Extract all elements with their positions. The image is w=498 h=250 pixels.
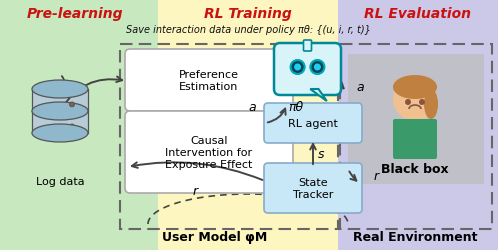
Text: User Model φM: User Model φM: [162, 230, 267, 243]
Text: s: s: [318, 148, 324, 161]
Circle shape: [70, 102, 75, 108]
Ellipse shape: [32, 102, 88, 120]
FancyBboxPatch shape: [125, 112, 293, 193]
Text: r: r: [192, 185, 198, 198]
Text: RL Evaluation: RL Evaluation: [365, 7, 472, 21]
Text: Causal
Intervention for
Exposure Effect: Causal Intervention for Exposure Effect: [165, 136, 252, 169]
Bar: [338, 0, 498, 250]
FancyBboxPatch shape: [303, 41, 312, 52]
Text: RL agent: RL agent: [288, 118, 338, 128]
Text: RL Training: RL Training: [204, 7, 292, 21]
Bar: [158, 0, 338, 250]
Text: πθ: πθ: [288, 101, 303, 114]
Text: Preference
Estimation: Preference Estimation: [179, 70, 239, 92]
Ellipse shape: [32, 81, 88, 98]
Circle shape: [310, 61, 324, 75]
Polygon shape: [310, 90, 327, 102]
Circle shape: [70, 124, 75, 130]
FancyBboxPatch shape: [264, 163, 362, 213]
Ellipse shape: [32, 124, 88, 142]
FancyBboxPatch shape: [393, 120, 437, 159]
Text: a: a: [356, 81, 364, 94]
Text: Real Environment: Real Environment: [353, 230, 477, 243]
Circle shape: [291, 61, 305, 75]
Text: a: a: [248, 101, 256, 114]
Circle shape: [393, 78, 437, 122]
Circle shape: [314, 64, 321, 71]
Ellipse shape: [424, 90, 438, 120]
Ellipse shape: [393, 76, 437, 100]
Text: r: r: [374, 170, 378, 183]
Circle shape: [405, 100, 411, 105]
Circle shape: [294, 64, 301, 71]
Bar: [348, 55, 484, 184]
FancyBboxPatch shape: [274, 44, 341, 96]
FancyBboxPatch shape: [264, 104, 362, 144]
Text: State
Tracker: State Tracker: [293, 178, 333, 199]
Bar: [32, 90, 88, 112]
Text: Save interaction data under policy πθ: {(u, i, r, t)}: Save interaction data under policy πθ: {…: [125, 25, 371, 35]
Text: Pre-learning: Pre-learning: [27, 7, 123, 21]
Text: Log data: Log data: [36, 176, 84, 186]
Bar: [32, 112, 88, 134]
FancyBboxPatch shape: [125, 50, 293, 112]
Text: Black box: Black box: [381, 163, 449, 176]
Bar: [0, 0, 158, 250]
Circle shape: [419, 100, 425, 105]
